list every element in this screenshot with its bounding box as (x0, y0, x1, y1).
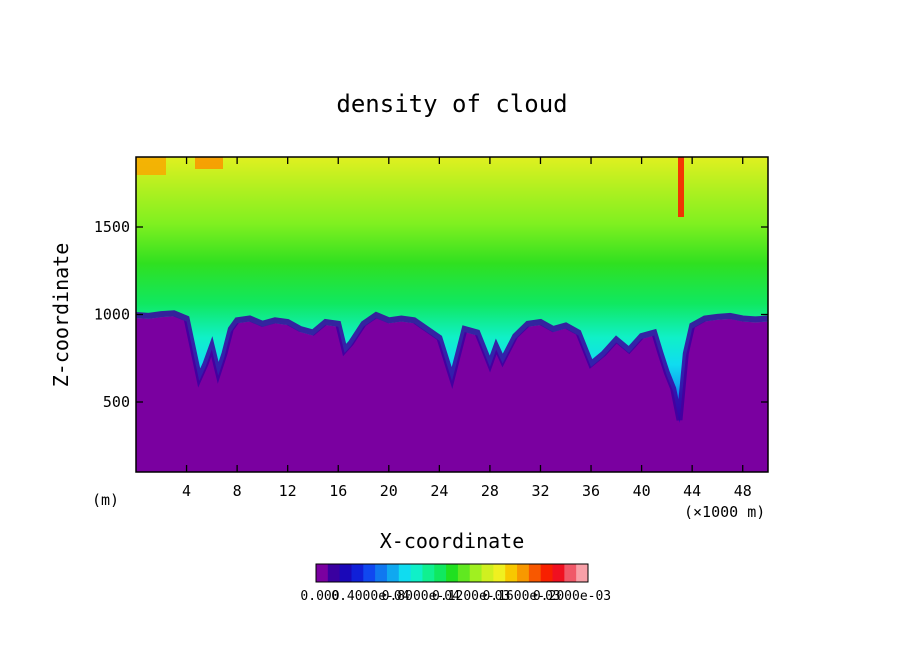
colorbar-swatch (316, 564, 329, 582)
colorbar-swatch (481, 564, 494, 582)
colorbar-swatch (528, 564, 542, 582)
plot-area (136, 157, 768, 472)
colorbar-swatch (398, 564, 412, 582)
y-tick-label: 500 (103, 393, 130, 411)
colorbar-swatch (375, 564, 388, 582)
colorbar-labels: 0.0000.4000e-040.8000e-040.1200e-030.160… (300, 589, 611, 604)
x-tick-label: 32 (531, 482, 549, 500)
colorbar-swatch (363, 564, 376, 582)
colorbar-tick-label: 0.2000e-03 (533, 589, 611, 604)
colorbar-swatch (552, 564, 565, 582)
colorbar-swatch (493, 564, 506, 582)
colorbar-swatch (351, 564, 364, 582)
colorbar (315, 563, 589, 583)
x-tick-label: 44 (683, 482, 701, 500)
colorbar-tick-label: 0.000 (300, 589, 339, 604)
colorbar-swatch (327, 564, 341, 582)
colorbar-swatch (505, 564, 518, 582)
colorbar-swatch (469, 564, 482, 582)
colorbar-tick-label: 0.8000e-04 (382, 589, 460, 604)
x-unit-left: (m) (92, 491, 119, 509)
colorbar-swatch (457, 564, 471, 582)
colorbar-swatch (434, 564, 447, 582)
x-tick-label: 4 (182, 482, 191, 500)
y-axis-ticks: 500 1000 1500 (94, 218, 768, 411)
x-tick-label: 40 (633, 482, 651, 500)
colorbar-swatch (446, 564, 459, 582)
hotspot-left (136, 157, 166, 175)
x-tick-label: 28 (481, 482, 499, 500)
colorbar-tick-label: 0.1600e-03 (482, 589, 560, 604)
colorbar-swatch (422, 564, 435, 582)
x-tick-label: 24 (430, 482, 448, 500)
chart-title: density of cloud (336, 90, 567, 118)
x-tick-label: 16 (329, 482, 347, 500)
colorbar-swatch (517, 564, 530, 582)
y-tick-label: 1000 (94, 306, 130, 324)
x-unit-right: (×1000 m) (684, 503, 765, 521)
y-tick-label: 1500 (94, 218, 130, 236)
cloud-base-band (136, 310, 768, 421)
colorbar-frame (315, 563, 589, 583)
x-tick-label: 20 (380, 482, 398, 500)
colorbar-swatch (410, 564, 423, 582)
x-tick-label: 8 (233, 482, 242, 500)
x-tick-label: 48 (734, 482, 752, 500)
x-axis-label: X-coordinate (380, 529, 525, 553)
cloud-region (136, 157, 768, 423)
colorbar-swatch (540, 564, 553, 582)
x-axis-ticks: 4 8 12 16 20 24 28 32 36 40 44 48 (182, 157, 752, 500)
colorbar-swatch (576, 564, 589, 582)
colorbar-tick-label: 0.4000e-04 (331, 589, 409, 604)
colorbar-swatch (386, 564, 400, 582)
hotspot-peak (195, 157, 223, 169)
colorbar-tick-label: 0.1200e-03 (432, 589, 510, 604)
x-tick-label: 36 (582, 482, 600, 500)
x-tick-label: 12 (279, 482, 297, 500)
colorbar-swatch (339, 564, 352, 582)
hotspot-strip (678, 157, 684, 217)
colorbar-swatch (564, 564, 577, 582)
y-axis-label: Z-coordinate (49, 243, 73, 388)
